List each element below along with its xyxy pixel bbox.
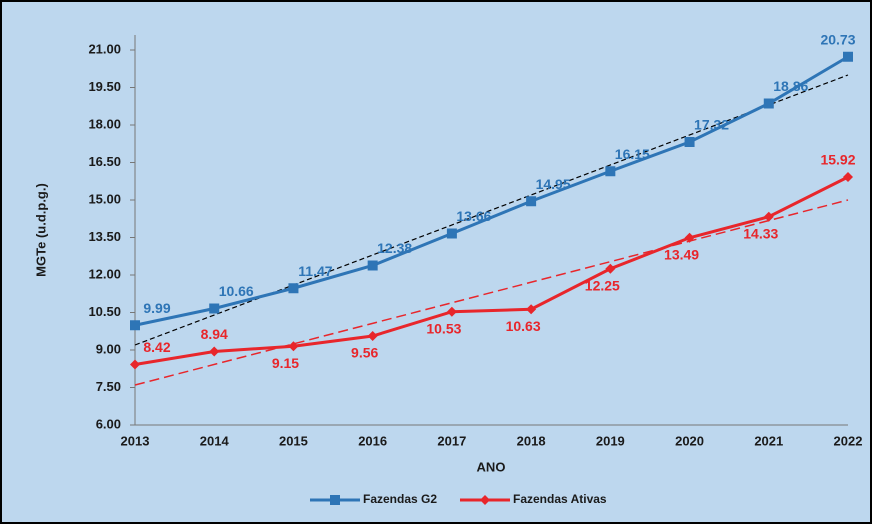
data-point — [763, 211, 774, 222]
y-tick-label: 9.00 — [96, 341, 121, 356]
trendline — [134, 74, 849, 346]
data-point — [526, 196, 537, 207]
data-label: 12.25 — [585, 277, 620, 293]
data-point — [209, 346, 220, 357]
y-tick-label: 16.50 — [88, 154, 121, 169]
x-axis-title: ANO — [477, 459, 506, 474]
y-tick-label: 19.50 — [88, 79, 121, 94]
data-label: 13.49 — [664, 246, 699, 262]
data-point — [367, 331, 378, 341]
data-label: 15.92 — [820, 152, 855, 168]
y-tick-label: 10.50 — [88, 304, 121, 319]
x-tick-label: 2013 — [121, 433, 150, 448]
data-label: 8.94 — [201, 326, 228, 342]
data-label: 13.66 — [456, 208, 491, 224]
series-line — [134, 55, 849, 327]
data-label: 10.53 — [426, 320, 461, 336]
x-tick-label: 2022 — [834, 433, 863, 448]
x-tick-label: 2020 — [675, 433, 704, 448]
x-tick-label: 2018 — [517, 433, 546, 448]
data-label: 10.63 — [506, 318, 541, 334]
data-label: 18.86 — [773, 78, 808, 94]
data-label: 12.38 — [377, 240, 412, 256]
x-tick-label: 2014 — [200, 433, 230, 448]
data-label: 9.99 — [143, 300, 170, 316]
data-point — [605, 166, 616, 177]
y-tick-label: 21.00 — [88, 41, 121, 56]
y-tick-label: 12.00 — [88, 266, 121, 281]
data-point — [684, 137, 695, 147]
data-point — [526, 304, 537, 315]
data-point — [288, 283, 299, 294]
y-tick-label: 6.00 — [96, 416, 121, 431]
data-label: 16.15 — [615, 146, 650, 162]
y-tick-label: 7.50 — [96, 379, 121, 394]
data-label: 14.33 — [743, 225, 778, 241]
data-point — [605, 263, 616, 274]
data-point — [843, 172, 853, 182]
x-tick-label: 2016 — [358, 433, 387, 448]
data-point — [684, 232, 695, 243]
data-point — [330, 495, 340, 505]
data-label: 20.73 — [820, 31, 855, 47]
data-point — [130, 320, 140, 331]
x-tick-label: 2017 — [437, 433, 466, 448]
x-tick-label: 2021 — [754, 433, 783, 448]
data-point — [446, 228, 457, 239]
y-tick-label: 15.00 — [88, 191, 121, 206]
data-point — [288, 341, 299, 352]
data-point — [446, 306, 457, 317]
y-axis-title: MGTe (u.d.p.g.) — [33, 183, 48, 277]
data-label: 11.47 — [298, 263, 332, 279]
data-point — [763, 98, 774, 109]
data-point — [130, 359, 140, 370]
data-point — [843, 51, 853, 62]
data-label: 8.42 — [143, 339, 170, 355]
y-tick-label: 13.50 — [88, 229, 121, 244]
data-point — [367, 260, 378, 271]
data-label: 10.66 — [219, 283, 254, 299]
data-label: 9.15 — [272, 355, 299, 371]
data-label: 14.95 — [536, 176, 571, 192]
y-tick-label: 18.00 — [88, 116, 121, 131]
data-point — [209, 303, 220, 314]
x-tick-label: 2019 — [596, 433, 625, 448]
data-label: 17.32 — [694, 117, 729, 133]
x-tick-label: 2015 — [279, 433, 308, 448]
series-line — [134, 175, 849, 366]
data-label: 9.56 — [351, 345, 378, 361]
legend-label: Fazendas G2 — [363, 492, 437, 506]
trendline — [134, 199, 849, 386]
data-point — [480, 495, 490, 505]
legend-label: Fazendas Ativas — [513, 492, 607, 506]
